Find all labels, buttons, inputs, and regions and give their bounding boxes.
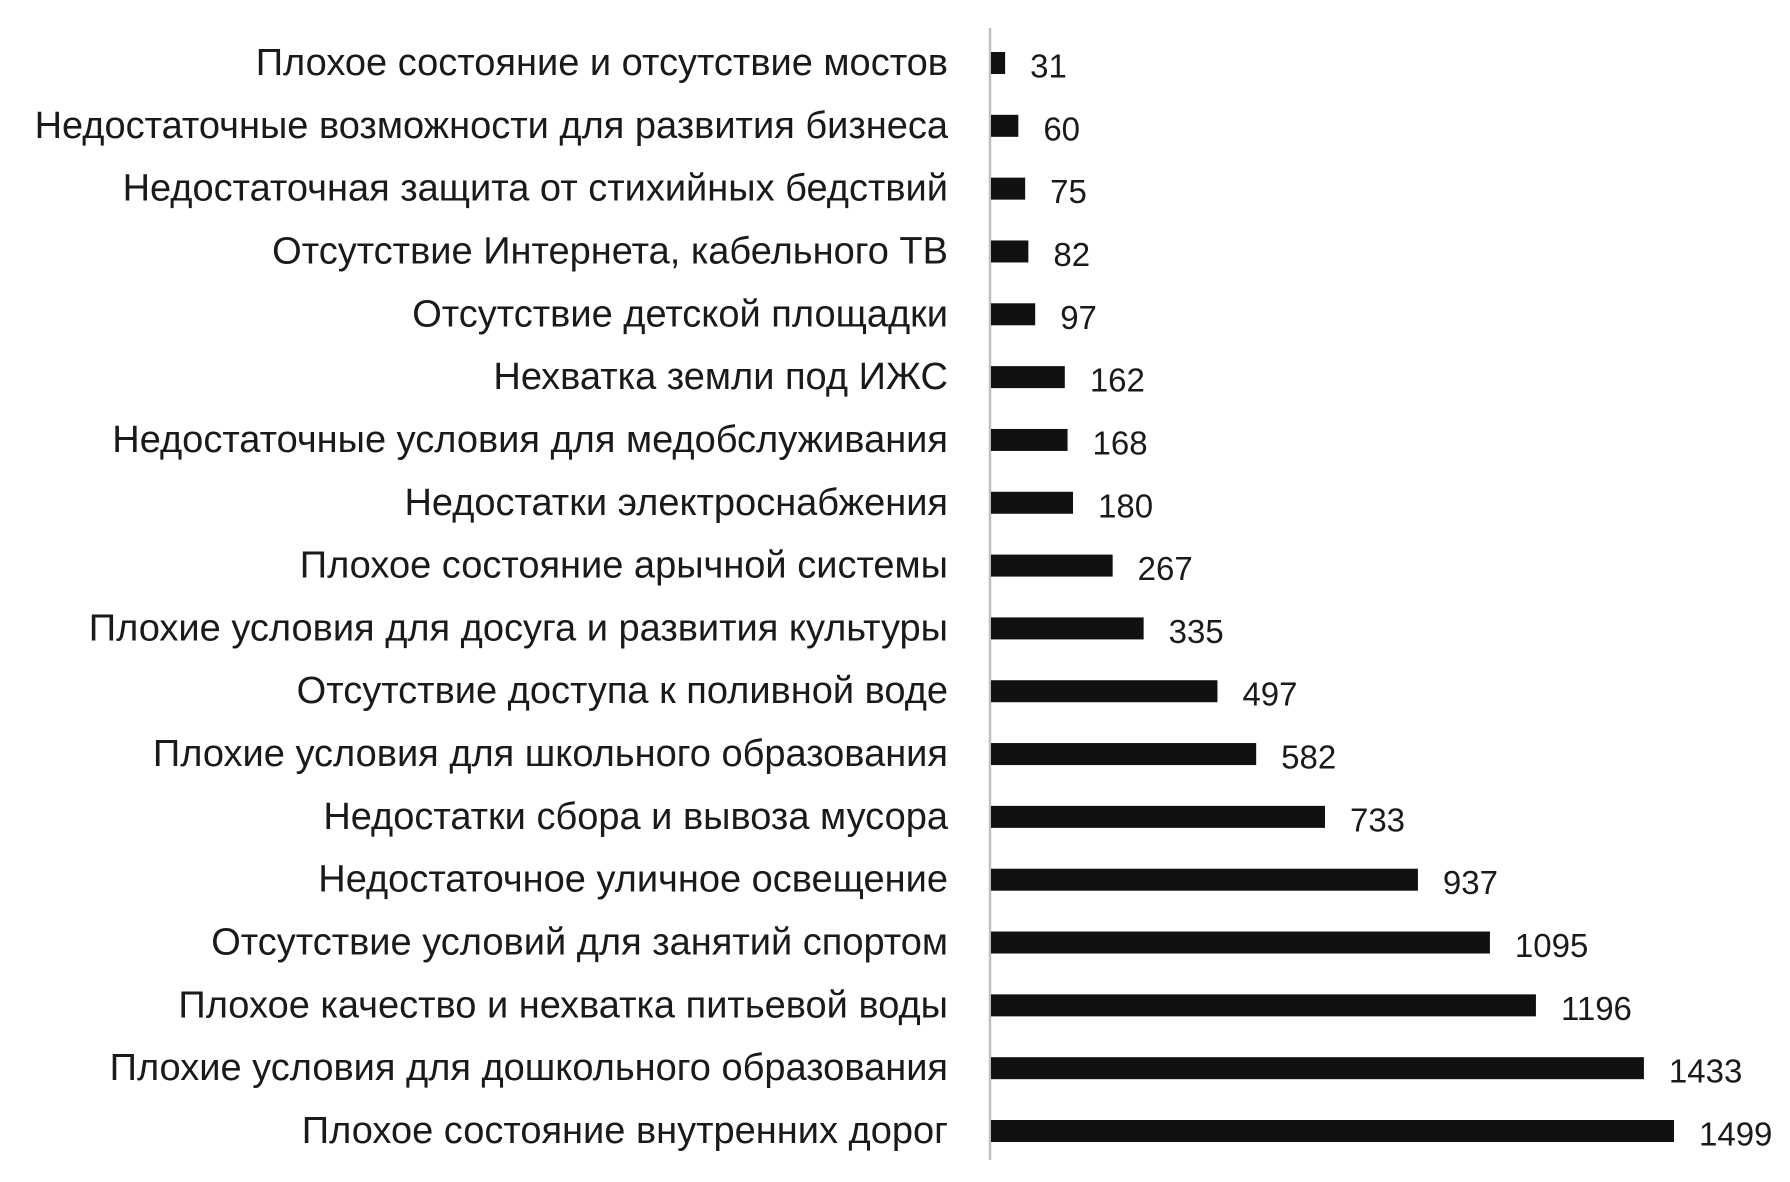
data-label: 582 [1281,739,1336,776]
data-label: 335 [1169,613,1224,650]
category-label: Нехватка земли под ИЖС [493,356,948,398]
bar [991,994,1536,1017]
category-label: Плохое состояние и отсутствие мостов [256,42,948,84]
bar [991,743,1257,766]
bars [991,52,1674,1142]
bar [991,1057,1644,1080]
data-label: 180 [1098,487,1153,524]
data-label: 97 [1060,299,1097,336]
bar [991,554,1113,577]
bar [991,114,1019,137]
data-label: 31 [1030,48,1067,85]
category-label: Плохие условия для дошкольного образован… [110,1047,948,1089]
bar [991,303,1036,326]
category-label: Недостаточные условия для медобслуживани… [112,419,948,461]
bar [991,52,1006,74]
category-label: Недостаточная защита от стихийных бедств… [123,168,948,210]
bar [991,680,1218,703]
category-label: Отсутствие доступа к поливной воде [297,670,948,712]
category-label: Плохие условия для школьного образования [153,733,948,775]
bar [991,805,1325,828]
bar [991,868,1418,891]
bar [991,240,1029,263]
value-labels: 31 60 75 82 97 162 168 180 267 335 497 582 733 937 109… [1030,48,1772,1153]
data-label: 1433 [1669,1053,1742,1090]
data-label: 1095 [1515,927,1588,964]
data-label: 1499 [1699,1116,1772,1153]
category-label: Плохие условия для досуга и развития кул… [89,607,948,649]
data-label: 60 [1043,110,1080,147]
data-label: 82 [1053,236,1090,273]
data-label: 267 [1138,550,1193,587]
category-label: Отсутствие условий для занятий спортом [211,922,948,964]
category-label: Недостатки сбора и вывоза мусора [323,796,949,838]
data-label: 162 [1090,362,1145,399]
category-labels: Плохое состояние и отсутствие мостов Недо… [35,42,949,1152]
bar [991,931,1490,954]
category-label: Отсутствие Интернета, кабельного ТВ [272,230,948,272]
data-label: 733 [1350,801,1405,838]
bar [991,428,1068,451]
category-label: Плохое состояние арычной системы [300,545,948,587]
data-label: 168 [1093,424,1148,461]
bar [991,177,1026,200]
category-label: Недостаточное уличное освещение [318,859,948,901]
data-label: 497 [1242,676,1297,713]
bar [991,491,1074,514]
category-label: Отсутствие детской площадки [412,293,948,335]
bar [991,617,1144,640]
category-label: Плохое качество и нехватка питьевой воды [178,984,948,1026]
data-label: 937 [1443,864,1498,901]
category-label: Недостатки электроснабжения [404,482,948,524]
bar [991,366,1065,389]
category-label: Плохое состояние внутренних дорог [302,1110,948,1152]
category-label: Недостаточные возможности для развития б… [35,105,949,147]
bar [991,1120,1674,1142]
data-label: 1196 [1561,990,1632,1027]
data-label: 75 [1050,173,1087,210]
